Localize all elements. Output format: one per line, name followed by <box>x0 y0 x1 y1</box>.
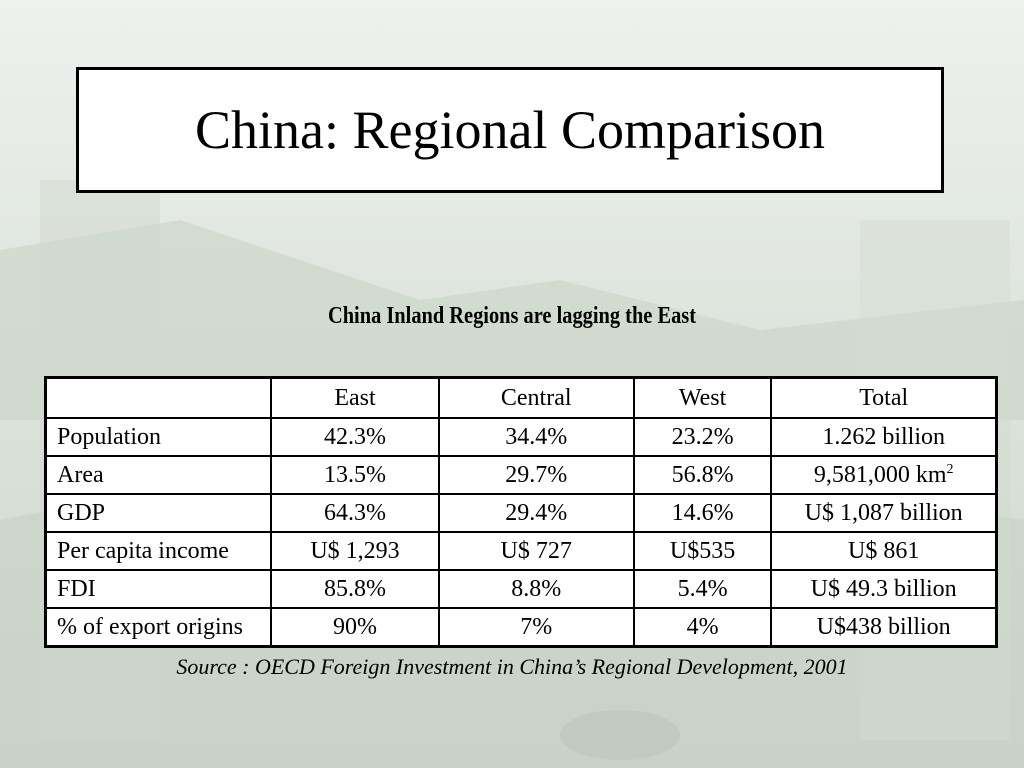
table-row: GDP 64.3% 29.4% 14.6% U$ 1,087 billion <box>44 493 998 533</box>
total-value: 9,581,000 km <box>813 461 947 488</box>
cell-central: 29.7% <box>437 455 635 495</box>
cell-east: 64.3% <box>270 493 440 533</box>
row-label: % of export origins <box>44 607 273 648</box>
cell-west: U$535 <box>632 531 773 571</box>
total-superscript: 2 <box>946 461 954 477</box>
row-label: Area <box>44 455 273 495</box>
cell-total: U$ 49.3 billion <box>770 569 998 609</box>
cell-total: 1.262 billion <box>770 417 998 457</box>
cell-west: 23.2% <box>632 417 773 457</box>
row-label: Population <box>44 417 273 457</box>
header-empty <box>44 376 273 419</box>
cell-west: 4% <box>632 607 773 648</box>
cell-west: 5.4% <box>632 569 773 609</box>
row-label: Per capita income <box>44 531 273 571</box>
cell-central: 7% <box>437 607 635 648</box>
total-value: U$ 1,087 billion <box>804 499 963 526</box>
slide-title: China: Regional Comparison <box>195 100 825 160</box>
cell-total: 9,581,000 km2 <box>770 455 998 495</box>
table-header-row: East Central West Total <box>44 376 998 419</box>
row-label: GDP <box>44 493 273 533</box>
header-total: Total <box>770 376 998 419</box>
cell-west: 56.8% <box>632 455 773 495</box>
cell-east: 85.8% <box>270 569 440 609</box>
table-row: Area 13.5% 29.7% 56.8% 9,581,000 km2 <box>44 455 998 495</box>
cell-east: 13.5% <box>270 455 440 495</box>
header-central: Central <box>437 376 635 419</box>
cell-east: 42.3% <box>270 417 440 457</box>
header-west: West <box>632 376 773 419</box>
cell-east: U$ 1,293 <box>270 531 440 571</box>
cell-total: U$438 billion <box>770 607 998 648</box>
comparison-table: East Central West Total Population 42.3%… <box>44 376 998 648</box>
cell-central: 34.4% <box>437 417 635 457</box>
cell-central: 29.4% <box>437 493 635 533</box>
title-box: China: Regional Comparison <box>76 67 944 193</box>
total-value: 1.262 billion <box>822 423 946 450</box>
table-row: Per capita income U$ 1,293 U$ 727 U$535 … <box>44 531 998 571</box>
total-value: U$438 billion <box>816 613 951 640</box>
total-value: U$ 861 <box>848 537 920 564</box>
cell-central: 8.8% <box>437 569 635 609</box>
cell-west: 14.6% <box>632 493 773 533</box>
cell-east: 90% <box>270 607 440 648</box>
table-row: FDI 85.8% 8.8% 5.4% U$ 49.3 billion <box>44 569 998 609</box>
cell-total: U$ 861 <box>770 531 998 571</box>
table-row: % of export origins 90% 7% 4% U$438 bill… <box>44 607 998 648</box>
header-east: East <box>270 376 440 419</box>
cell-central: U$ 727 <box>437 531 635 571</box>
total-value: U$ 49.3 billion <box>810 575 957 602</box>
source-note: Source : OECD Foreign Investment in Chin… <box>176 654 848 679</box>
cell-total: U$ 1,087 billion <box>770 493 998 533</box>
table-row: Population 42.3% 34.4% 23.2% 1.262 billi… <box>44 417 998 457</box>
slide-subtitle: China Inland Regions are lagging the Eas… <box>327 303 697 329</box>
row-label: FDI <box>44 569 273 609</box>
